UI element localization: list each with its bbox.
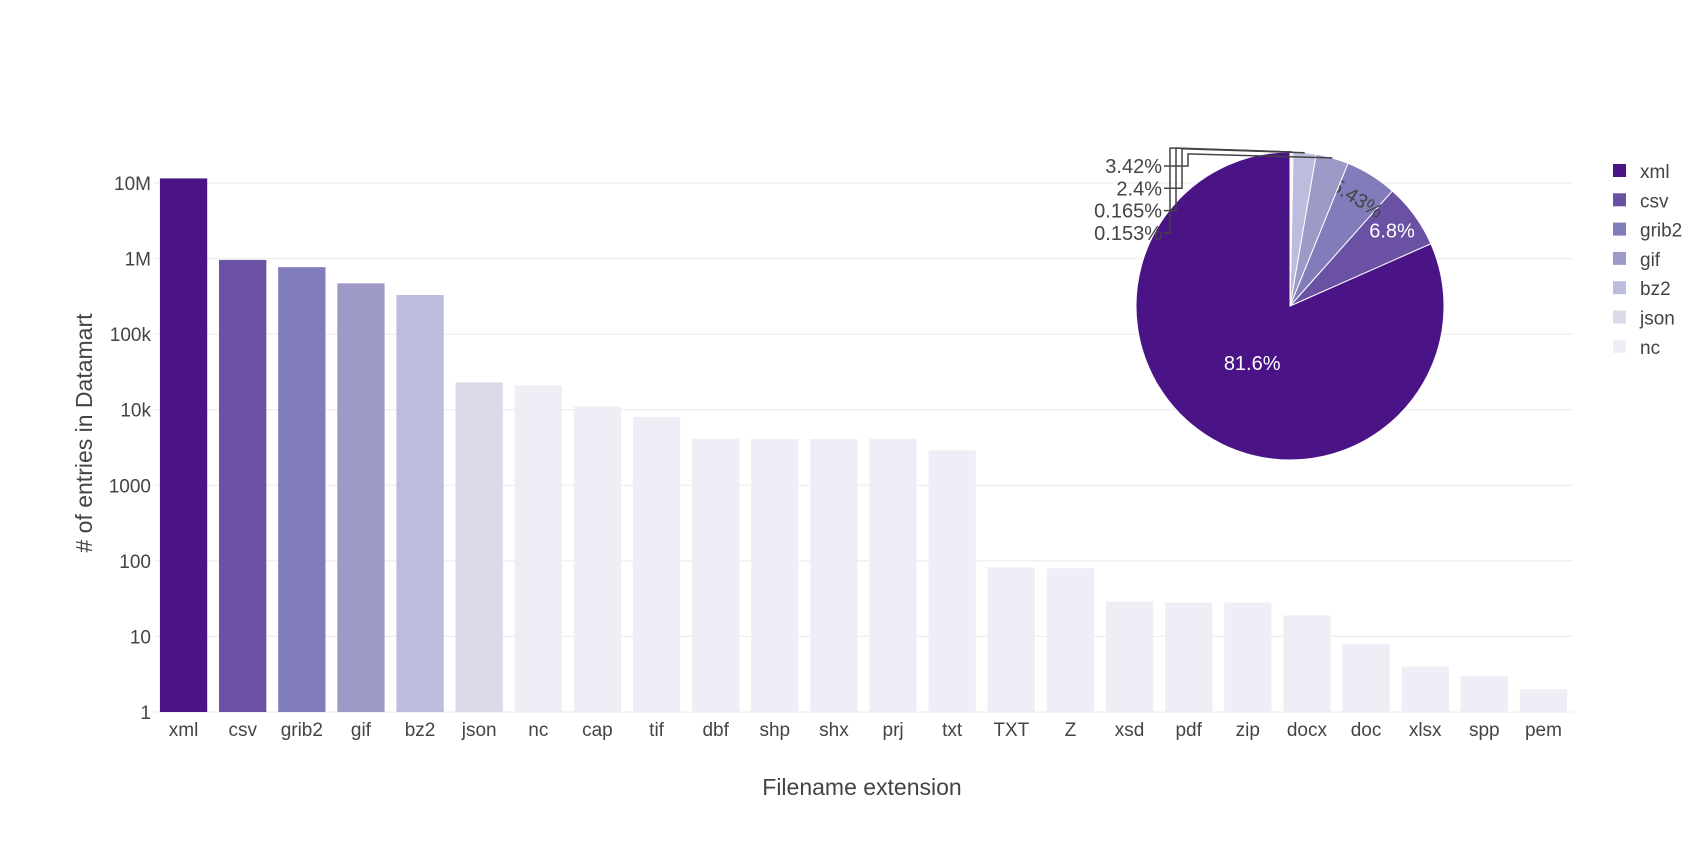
pie-label-xml: 81.6%: [1224, 353, 1281, 375]
x-tick-label: xml: [169, 720, 199, 741]
x-tick-label: nc: [528, 720, 548, 741]
legend[interactable]: xml csv grib2 gif bz2 json nc: [1613, 162, 1682, 359]
x-tick-label: gif: [351, 720, 372, 741]
x-tick-label: json: [461, 720, 497, 741]
legend-swatch: [1613, 281, 1626, 295]
bar-cap[interactable]: [573, 406, 622, 712]
pie-label-gif: 3.42%: [1105, 156, 1162, 178]
x-tick-label: xsd: [1115, 720, 1145, 741]
x-tick-label: cap: [582, 720, 613, 741]
legend-swatch: [1613, 222, 1626, 236]
legend-item-csv[interactable]: csv: [1613, 191, 1669, 212]
legend-label: bz2: [1640, 279, 1671, 300]
legend-label: grib2: [1640, 221, 1682, 242]
y-tick-label: 10M: [114, 174, 151, 195]
legend-swatch: [1613, 251, 1626, 265]
x-tick-label: pdf: [1175, 720, 1202, 741]
legend-item-xml[interactable]: xml: [1613, 162, 1670, 183]
x-tick-label: txt: [942, 720, 963, 741]
x-tick-label: shx: [819, 720, 849, 741]
bar-txt[interactable]: [928, 450, 976, 712]
legend-label: nc: [1640, 338, 1660, 359]
pie-label-csv: 6.8%: [1369, 221, 1415, 243]
pie-leader-line: [1164, 147, 1291, 234]
x-axis-ticks: xml csv grib2 gif bz2 json nc cap tif dbf shp shx pr…: [169, 720, 1562, 741]
x-tick-label: dbf: [702, 720, 729, 741]
x-tick-label: pem: [1525, 720, 1562, 741]
x-tick-label: spp: [1469, 720, 1500, 741]
x-tick-label: tif: [649, 720, 665, 741]
x-tick-label: grib2: [281, 720, 323, 741]
bar-shx[interactable]: [810, 438, 858, 712]
grid-lines: [154, 182, 1573, 713]
bar-doc[interactable]: [1342, 643, 1390, 712]
bar-zip[interactable]: [1224, 602, 1272, 712]
legend-item-bz2[interactable]: bz2: [1613, 279, 1671, 300]
bar-docx[interactable]: [1283, 615, 1331, 712]
x-tick-label: shp: [759, 720, 790, 741]
bar-spp[interactable]: [1460, 675, 1508, 712]
bar-pem[interactable]: [1519, 689, 1568, 712]
y-tick-label: 1000: [109, 476, 151, 497]
bar-pdf[interactable]: [1165, 602, 1213, 712]
bar-nc[interactable]: [514, 385, 562, 712]
bar-prj[interactable]: [869, 438, 917, 712]
bar-gif[interactable]: [337, 283, 385, 712]
y-tick-label: 100: [119, 552, 151, 573]
y-tick-label: 10k: [120, 401, 151, 422]
legend-label: gif: [1640, 250, 1661, 271]
y-tick-label: 10: [130, 627, 151, 648]
legend-swatch: [1613, 339, 1626, 353]
bar-series: [159, 178, 1568, 713]
bar-xsd[interactable]: [1105, 601, 1154, 712]
pie-label-json: 0.165%: [1094, 201, 1162, 223]
legend-item-gif[interactable]: gif: [1613, 250, 1661, 271]
bar-TXT[interactable]: [987, 567, 1035, 712]
legend-item-json[interactable]: json: [1613, 309, 1675, 330]
bar-shp[interactable]: [751, 438, 799, 712]
bar-Z[interactable]: [1046, 568, 1095, 712]
x-tick-label: TXT: [993, 720, 1029, 741]
legend-item-grib2[interactable]: grib2: [1613, 221, 1682, 242]
bar-json[interactable]: [455, 382, 503, 712]
y-tick-label: 1: [140, 703, 151, 724]
y-axis-ticks: 1 10 100 1000 10k 100k 1M 10M: [109, 174, 152, 724]
x-tick-label: zip: [1236, 720, 1260, 741]
x-tick-label: csv: [228, 720, 257, 741]
legend-item-nc[interactable]: nc: [1613, 338, 1660, 359]
x-tick-label: Z: [1065, 720, 1077, 741]
legend-swatch: [1613, 310, 1626, 324]
x-tick-label: docx: [1287, 720, 1328, 741]
legend-label: xml: [1640, 162, 1670, 183]
x-tick-label: bz2: [405, 720, 436, 741]
legend-swatch: [1613, 164, 1626, 177]
x-axis-label: Filename extension: [762, 774, 961, 800]
legend-label: json: [1639, 309, 1675, 330]
y-tick-label: 100k: [110, 325, 152, 346]
bar-xml[interactable]: [159, 178, 208, 713]
pie-chart: 81.6%6.8%5.43%3.42%2.4%0.165%0.153%: [1094, 147, 1445, 461]
bar-tif[interactable]: [632, 417, 681, 712]
x-tick-label: doc: [1351, 720, 1382, 741]
y-axis-label: # of entries in Datamart: [71, 313, 97, 553]
pie-label-bz2: 2.4%: [1116, 178, 1162, 200]
legend-swatch: [1613, 193, 1626, 207]
x-tick-label: xlsx: [1409, 720, 1442, 741]
bar-dbf[interactable]: [692, 438, 740, 712]
x-tick-label: prj: [883, 720, 904, 741]
pie-label-nc: 0.153%: [1094, 223, 1162, 245]
bar-csv[interactable]: [219, 259, 267, 712]
bar-xlsx[interactable]: [1401, 666, 1449, 712]
bar-bz2[interactable]: [396, 294, 444, 712]
y-tick-label: 1M: [125, 250, 151, 271]
legend-label: csv: [1640, 191, 1669, 212]
bar-grib2[interactable]: [278, 267, 326, 712]
